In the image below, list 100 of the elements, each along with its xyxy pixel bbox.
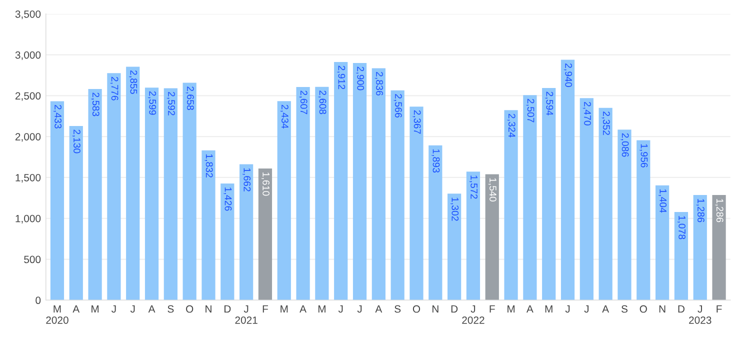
bar [618,130,632,300]
y-tick-label: 3,500 [15,10,41,20]
bar [126,66,140,300]
x-tick-label: J [130,305,135,313]
x-tick-label: N [432,305,438,313]
bar [352,63,367,300]
data-label: 1,302 [450,198,459,221]
x-tick-label: J [357,305,362,313]
bar [712,194,726,300]
x-tick-label: A [148,305,156,313]
data-label: 2,592 [166,92,175,116]
x-tick-label: M [92,305,99,313]
data-label: 2,607 [299,90,308,114]
bar [674,212,688,300]
bar [372,68,386,300]
x-tick-label: F [490,305,495,313]
data-label: 2,566 [394,94,402,118]
x-tick-label: J 2022 [462,305,484,324]
x-tick-label: S [394,305,401,313]
x-tick-label: N [206,305,212,313]
bar [410,106,424,300]
data-label: 1,662 [242,168,251,192]
bar [258,168,272,300]
x-tick-label: A [526,305,534,313]
y-tick-label: 0 [36,296,41,304]
data-label: 2,599 [148,91,156,115]
y-tick-label: 2,500 [15,92,41,101]
data-label: 2,900 [356,66,364,90]
bar [656,185,670,300]
data-label: 1,540 [488,178,496,202]
x-tick-label: A [375,305,382,313]
data-label: 2,470 [582,102,591,126]
x-tick-label: O [640,305,647,313]
bar [88,88,102,300]
bar [580,98,594,300]
bar [485,174,499,300]
bar [598,108,612,300]
y-tick-label: 3,000 [15,51,41,60]
data-label: 1,286 [715,199,724,222]
bar [390,90,404,300]
bar [504,110,518,300]
bar [466,172,480,300]
data-label: 1,832 [204,154,213,178]
x-tick-label: J [112,305,116,313]
data-label: 1,956 [640,144,648,168]
data-label: 2,594 [545,92,554,116]
bar [560,60,575,300]
data-label: 1,572 [469,176,478,199]
bar [334,62,348,300]
x-tick-label: O [412,305,420,313]
x-tick-label: N [659,305,666,313]
bar [296,86,310,300]
data-label: 1,078 [677,216,686,240]
data-label: 2,940 [564,64,572,87]
y-tick-label: 2,000 [15,133,41,142]
x-tick-label: M 2020 [46,305,68,324]
data-label: 2,086 [620,133,629,157]
data-label: 2,367 [412,110,421,134]
y-tick-label: 1,500 [16,174,41,183]
x-tick-label: F [262,305,268,313]
bar [448,194,462,300]
y-tick-label: 500 [24,256,41,264]
data-label: 2,855 [129,70,138,94]
x-tick-label: S [621,305,628,313]
data-label: 2,434 [280,104,288,128]
bar [428,145,442,300]
data-label: 1,404 [658,189,667,213]
x-tick-label: A [300,305,306,313]
x-tick-label: M [318,305,326,313]
bar [542,88,556,300]
data-label: 2,776 [110,76,118,100]
bar [277,101,291,300]
data-label: 1,426 [224,188,232,211]
bar [220,184,234,300]
x-tick-label: F [716,305,722,313]
bar [693,194,707,300]
bar [523,95,537,300]
bar [182,82,196,300]
data-label: 2,433 [53,104,62,128]
bar [202,150,216,300]
data-label: 2,912 [337,66,346,90]
bar [636,140,650,300]
bar [50,101,64,300]
x-tick-label: J 2021 [235,305,258,324]
data-label: 1,610 [261,172,270,196]
data-label: 1,286 [696,199,704,222]
data-label: 2,608 [318,90,326,114]
data-label: 2,583 [91,92,100,116]
data-label: 2,658 [186,86,194,110]
x-tick-label: J [338,305,343,313]
data-label: 2,836 [374,72,383,96]
x-tick-label: A [602,305,610,313]
x-tick-label: O [186,305,194,313]
bar [240,164,254,300]
data-label: 2,352 [602,112,610,135]
x-tick-label: S [168,305,174,313]
y-tick-label: 1,000 [16,214,41,224]
x-tick-label: M [280,305,288,313]
x-tick-label: J [584,305,589,313]
x-tick-label: J 2023 [689,305,712,324]
